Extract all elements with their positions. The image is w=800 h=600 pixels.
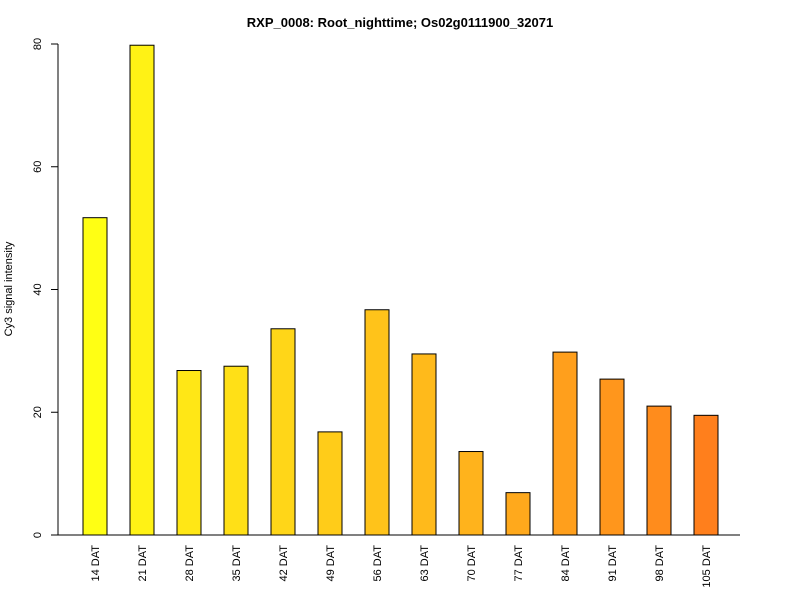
bar — [317, 431, 343, 536]
x-tick-label: 21 DAT — [137, 545, 149, 582]
x-tick-label: 98 DAT — [654, 545, 666, 582]
x-tick-label: 28 DAT — [184, 545, 196, 582]
x-tick-label: 63 DAT — [419, 545, 431, 582]
bar — [270, 328, 296, 536]
y-tick-label: 40 — [32, 283, 44, 295]
bar — [411, 353, 437, 536]
bar — [599, 378, 625, 536]
x-tick-label: 77 DAT — [513, 545, 525, 582]
y-axis-label: Cy3 signal intensity — [3, 241, 15, 336]
y-tick-label: 0 — [32, 532, 44, 538]
x-tick-label: 84 DAT — [560, 545, 572, 582]
bar — [693, 414, 719, 536]
bar — [364, 309, 390, 536]
bars-group — [82, 44, 719, 536]
bar — [223, 365, 249, 536]
x-tick-label: 35 DAT — [231, 545, 243, 582]
bar — [646, 405, 672, 536]
chart-title: RXP_0008: Root_nighttime; Os02g0111900_3… — [247, 15, 553, 30]
bar — [129, 44, 155, 536]
x-tick-labels: 14 DAT 21 DAT 28 DAT 35 DAT 42 DAT 49 DAT 56 D… — [90, 545, 713, 588]
y-axis: 0 20 40 60 80 — [32, 38, 59, 538]
bar — [505, 492, 531, 536]
x-tick-label: 105 DAT — [701, 545, 713, 588]
x-tick-label: 49 DAT — [325, 545, 337, 582]
bar — [552, 351, 578, 536]
y-tick-label: 80 — [32, 38, 44, 50]
bar — [458, 451, 484, 536]
x-tick-label: 70 DAT — [466, 545, 478, 582]
bar — [82, 217, 108, 536]
x-tick-label: 91 DAT — [607, 545, 619, 582]
x-tick-label: 56 DAT — [372, 545, 384, 582]
x-tick-label: 42 DAT — [278, 545, 290, 582]
x-tick-label: 14 DAT — [90, 545, 102, 582]
y-tick-label: 20 — [32, 406, 44, 418]
bar — [176, 370, 202, 536]
y-tick-label: 60 — [32, 161, 44, 173]
